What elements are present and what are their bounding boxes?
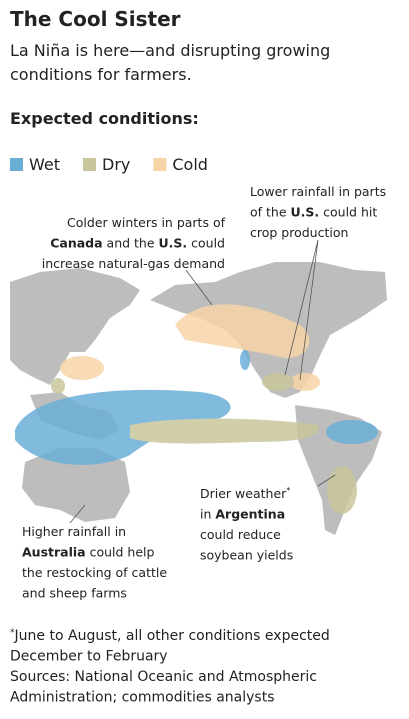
text: could help [86,545,155,560]
text: Colder winters in parts of [67,215,226,230]
text: Lower rainfall in parts [250,184,386,199]
legend-label: Dry [102,155,130,174]
text-line: Australia could help [22,545,154,560]
legend-swatch [10,158,23,171]
text: Higher rainfall in [22,524,126,539]
legend-swatch [153,158,167,171]
leader-line [317,474,336,487]
bold-text: U.S. [159,236,188,251]
dry-region [327,466,357,514]
text: could hit [319,205,377,220]
text: the restocking of cattle [22,565,167,580]
cold-region [60,356,104,380]
text-line: *June to August, all other conditions ex… [10,628,330,644]
text-line: Drier weather* [200,485,290,501]
wet-region [326,420,378,444]
leader-line [284,239,319,381]
text-line: in Argentina [200,507,285,522]
text: in [200,507,215,522]
legend: Wet Dry Cold [10,155,208,174]
bold-text: Australia [22,545,86,560]
text: December to February [10,649,168,665]
regions [15,304,378,514]
wet-region [240,350,250,370]
text: * [10,628,15,638]
text-line: Lower rainfall in parts [250,184,386,199]
leader-line [185,269,213,306]
text: of the [250,205,291,220]
text: increase natural-gas demand [42,256,225,271]
land-australia [22,448,130,522]
text: Sources: National Oceanic and Atmospheri… [10,669,317,685]
wet-region [15,389,231,465]
cold-region [290,373,320,391]
text-line: increase natural-gas demand [42,256,225,271]
legend-label: Cold [172,155,208,174]
text: and the [103,236,159,251]
text: soybean yields [200,548,293,563]
leader-line [69,504,86,524]
bold-text: Argentina [215,507,285,522]
dry-region [262,373,294,391]
legend-swatch [83,158,96,171]
subtitle: La Niña is here—and disrupting growing [10,41,330,60]
cold-region [175,304,310,359]
text-line: and sheep farms [22,586,127,601]
annotations: Lower rainfall in parts of the U.S. could… [10,184,386,706]
leaders [69,239,336,524]
text-line: crop production [250,225,348,240]
legend-label: Wet [29,155,60,174]
bold-text: Canada [50,236,102,251]
text: crop production [250,225,348,240]
subtitle: conditions for farmers. [10,65,192,84]
text: could reduce [200,527,281,542]
text: and sheep farms [22,586,127,601]
text-line: December to February [10,649,168,665]
text: Drier weather [200,486,287,501]
text-line: Higher rainfall in [22,524,126,539]
text: could [187,236,225,251]
text: June to August, all other conditions exp… [14,628,330,644]
text-line: the restocking of cattle [22,565,167,580]
text: Administration; commodities analysts [10,690,275,706]
text-line: Colder winters in parts of [67,215,226,230]
title: The Cool Sister [10,7,181,31]
text-line: Administration; commodities analysts [10,690,275,706]
text-line: Canada and the U.S. could [50,236,225,251]
dry-region [130,418,319,444]
heading: Expected conditions: [10,109,199,128]
dry-region [51,378,65,394]
text-line: of the U.S. could hit [250,205,377,220]
bold-text: U.S. [291,205,320,220]
text-line: Sources: National Oceanic and Atmospheri… [10,669,317,685]
text-line: could reduce [200,527,281,542]
text: * [286,485,290,495]
land-asia [10,268,140,385]
text-line: soybean yields [200,548,293,563]
